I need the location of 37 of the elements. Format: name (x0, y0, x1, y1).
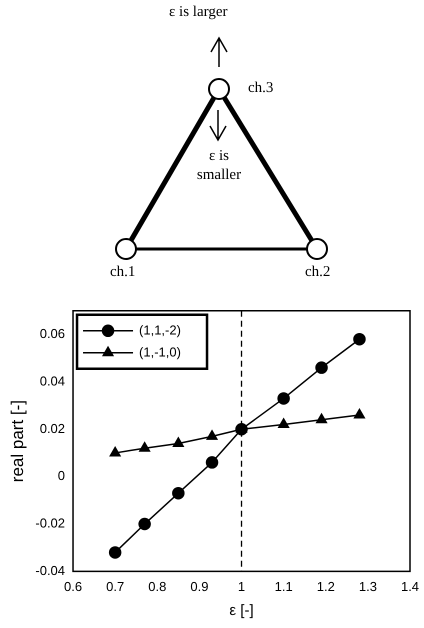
x-tick-label: 1.1 (274, 578, 293, 594)
point (108, 546, 122, 559)
y-tick-label: 0.04 (40, 373, 66, 388)
legend-label: (1,1,-2) (139, 322, 181, 338)
point (172, 486, 185, 500)
y-tick-label: -0.04 (35, 562, 66, 578)
x-tick-label: 0.7 (106, 578, 124, 594)
x-tick-label: 1 (238, 578, 246, 594)
point (110, 446, 121, 456)
text: ch.2 (305, 264, 330, 281)
x-tick-label: 1.4 (400, 578, 420, 594)
y-axis-title: real part [-] (8, 400, 27, 482)
y-tick-label: 0 (58, 468, 66, 484)
point (138, 518, 151, 530)
point (139, 442, 150, 452)
y-tick-label: -0.02 (35, 516, 66, 531)
point (172, 437, 184, 447)
x-tick-label: 0.9 (190, 578, 208, 594)
x-tick-label: 0.6 (64, 578, 82, 594)
text: ε is larger (169, 4, 228, 21)
point (354, 408, 365, 419)
text: ch.1 (110, 264, 136, 281)
legend-label: (1,-1,0) (139, 344, 181, 360)
x-tick-label: 1.2 (316, 578, 335, 594)
y-tick-label: 0.02 (40, 420, 66, 436)
point (278, 418, 290, 428)
x-tick-label: 0.8 (148, 578, 166, 594)
point (235, 423, 248, 436)
x-axis-title: ε [-] (229, 602, 254, 620)
point (315, 361, 328, 374)
x-tick-label: 1.3 (358, 578, 377, 594)
point (353, 332, 366, 346)
point (206, 430, 218, 440)
point (206, 456, 218, 469)
point (277, 392, 290, 405)
y-tick-label: 0.06 (40, 326, 66, 342)
point (316, 414, 328, 424)
